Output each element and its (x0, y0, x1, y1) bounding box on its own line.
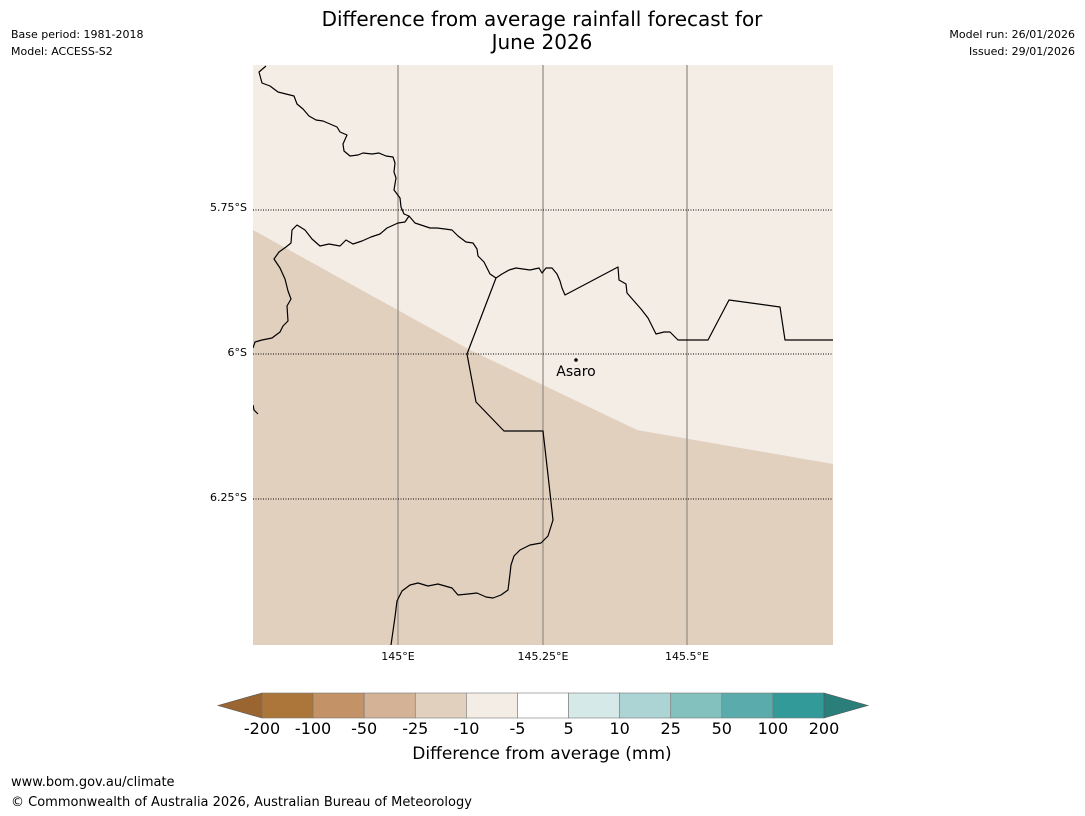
lon-label-145-25: 145.25°E (517, 650, 569, 663)
map-area (253, 65, 833, 645)
footer-url: www.bom.gov.au/climate (11, 775, 175, 790)
colorbar-tick-label: 10 (609, 719, 630, 738)
model-run: Model run: 26/01/2026 (949, 28, 1075, 41)
boundary-edge-fragment (253, 404, 259, 415)
lat-label-6-25: 6.25°S (210, 491, 247, 504)
colorbar-tick-label: -25 (402, 719, 429, 738)
colorbar-tick-label: -10 (453, 719, 480, 738)
colorbar-segment (568, 692, 620, 719)
colorbar-segment (363, 692, 416, 719)
colorbar-tick-label: 50 (711, 719, 732, 738)
boundary-north (258, 65, 833, 341)
asaro-marker (574, 358, 578, 362)
colorbar-segment (721, 692, 774, 719)
colorbar-segment (619, 692, 672, 719)
footer-copyright: © Commonwealth of Australia 2026, Austra… (11, 795, 472, 810)
colorbar (216, 692, 870, 719)
colorbar-label: Difference from average (mm) (412, 744, 672, 764)
lat-label-5-75: 5.75°S (210, 201, 247, 214)
colorbar-tick-label: -5 (509, 719, 526, 738)
boundary-west (253, 215, 410, 349)
colorbar-tick-label: 200 (808, 719, 840, 738)
meta-right: Model run: 26/01/2026 Issued: 29/01/2026 (949, 26, 1075, 60)
colorbar-segment (466, 692, 518, 719)
colorbar-tick-label: 25 (660, 719, 681, 738)
lat-label-6: 6°S (227, 346, 247, 359)
colorbar-segment (517, 692, 569, 719)
colorbar-tick-label: -50 (351, 719, 378, 738)
colorbar-segment (772, 692, 825, 719)
colorbar-tick-label: 100 (757, 719, 789, 738)
issued-date: Issued: 29/01/2026 (968, 45, 1075, 58)
chart-title: Difference from average rainfall forecas… (242, 8, 842, 54)
model-name: Model: ACCESS-S2 (11, 45, 113, 58)
meta-left: Base period: 1981-2018 Model: ACCESS-S2 (11, 26, 143, 60)
title-line-2: June 2026 (491, 30, 593, 54)
boundaries (253, 65, 833, 645)
boundary-south (390, 277, 554, 645)
colorbar-tick-label: -200 (243, 719, 281, 738)
graticule (253, 65, 833, 645)
lon-label-145-5: 145.5°E (665, 650, 709, 663)
lon-label-145: 145°E (381, 650, 415, 663)
colorbar-segment (312, 692, 365, 719)
base-period: Base period: 1981-2018 (11, 28, 144, 41)
title-line-1: Difference from average rainfall forecas… (321, 7, 763, 31)
colorbar-segment (414, 692, 467, 719)
colorbar-segment (670, 692, 723, 719)
colorbar-under-triangle (216, 692, 263, 719)
colorbar-over-triangle (823, 692, 870, 719)
colorbar-tick-label: 5 (563, 719, 574, 738)
place-label-asaro: Asaro (556, 364, 596, 380)
colorbar-tick-label: -100 (294, 719, 332, 738)
colorbar-segment (261, 692, 314, 719)
